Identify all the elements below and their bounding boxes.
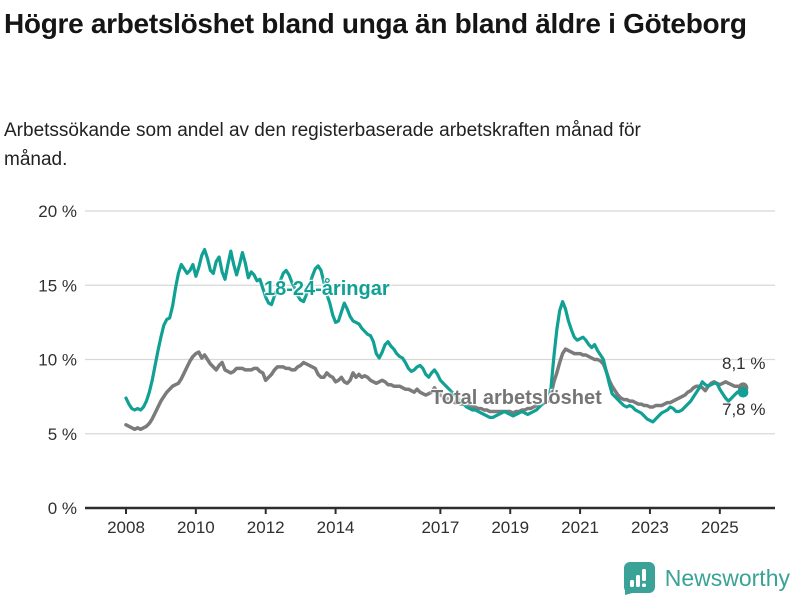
x-tick-label: 2019	[491, 518, 529, 537]
y-tick-label: 15 %	[38, 276, 77, 295]
x-tick-label: 2025	[701, 518, 739, 537]
x-tick-label: 2017	[421, 518, 459, 537]
series-line-youth	[124, 248, 745, 424]
newsworthy-logo-icon	[623, 562, 655, 595]
x-tick-label: 2023	[631, 518, 669, 537]
newsworthy-logo[interactable]: Newsworthy	[622, 561, 790, 596]
youth-series-label: 18-24-åringar	[264, 278, 390, 300]
x-tick-label: 2010	[177, 518, 215, 537]
chart-subtitle: Arbetssökande som andel av den registerb…	[4, 120, 641, 170]
total-series-label: Total arbetslöshet	[431, 387, 602, 409]
end-dot-youth	[737, 386, 749, 398]
youth-end-value-label: 7,8 %	[722, 400, 766, 419]
y-tick-label: 5 %	[48, 425, 77, 444]
y-tick-label: 10 %	[38, 351, 77, 370]
total-end-value-label: 8,1 %	[722, 354, 766, 373]
x-tick-label: 2014	[317, 518, 355, 537]
y-tick-label: 0 %	[48, 499, 77, 518]
x-tick-label: 2008	[107, 518, 145, 537]
newsworthy-brand-text: Newsworthy	[664, 565, 790, 591]
y-tick-label: 20 %	[38, 202, 77, 221]
page-title: Högre arbetslöshet bland unga än bland ä…	[4, 8, 747, 39]
series-line-total	[124, 347, 745, 432]
x-tick-label: 2021	[561, 518, 599, 537]
x-tick-label: 2012	[247, 518, 285, 537]
